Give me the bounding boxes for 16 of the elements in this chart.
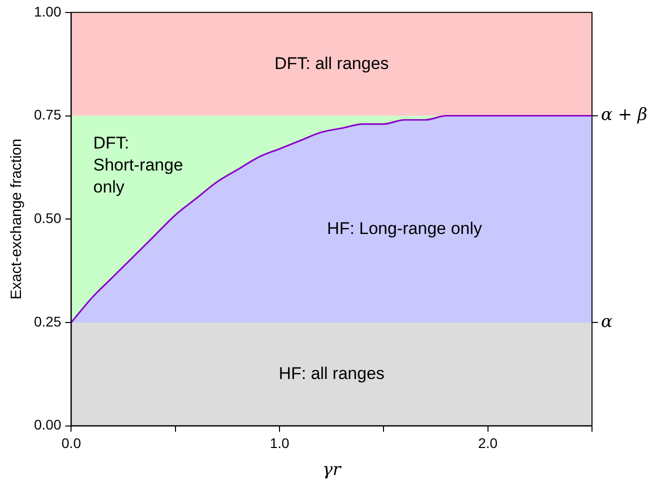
y-tick-label: 0.25	[34, 313, 62, 330]
ref-line-label: α	[601, 312, 613, 332]
x-tick-label: 0.0	[62, 435, 82, 452]
y-tick-label: 0.75	[34, 106, 62, 123]
band-label: HF: all ranges	[278, 364, 385, 383]
band-label: DFT: Short-range only	[93, 133, 184, 196]
band-label: DFT: all ranges	[274, 54, 389, 73]
y-tick-label: 0.00	[34, 416, 62, 433]
series-label: HF: Long-range only	[327, 218, 483, 238]
x-axis-title: γr	[322, 460, 342, 480]
ref-line-label: α + β	[601, 105, 648, 126]
x-tick-label: 1.0	[270, 435, 290, 452]
y-tick-label: 0.50	[34, 210, 62, 226]
x-tick-label: 2.0	[478, 435, 498, 452]
y-axis-title: Exact-exchange fraction	[8, 138, 26, 300]
y-tick-label: 1.00	[34, 3, 62, 20]
